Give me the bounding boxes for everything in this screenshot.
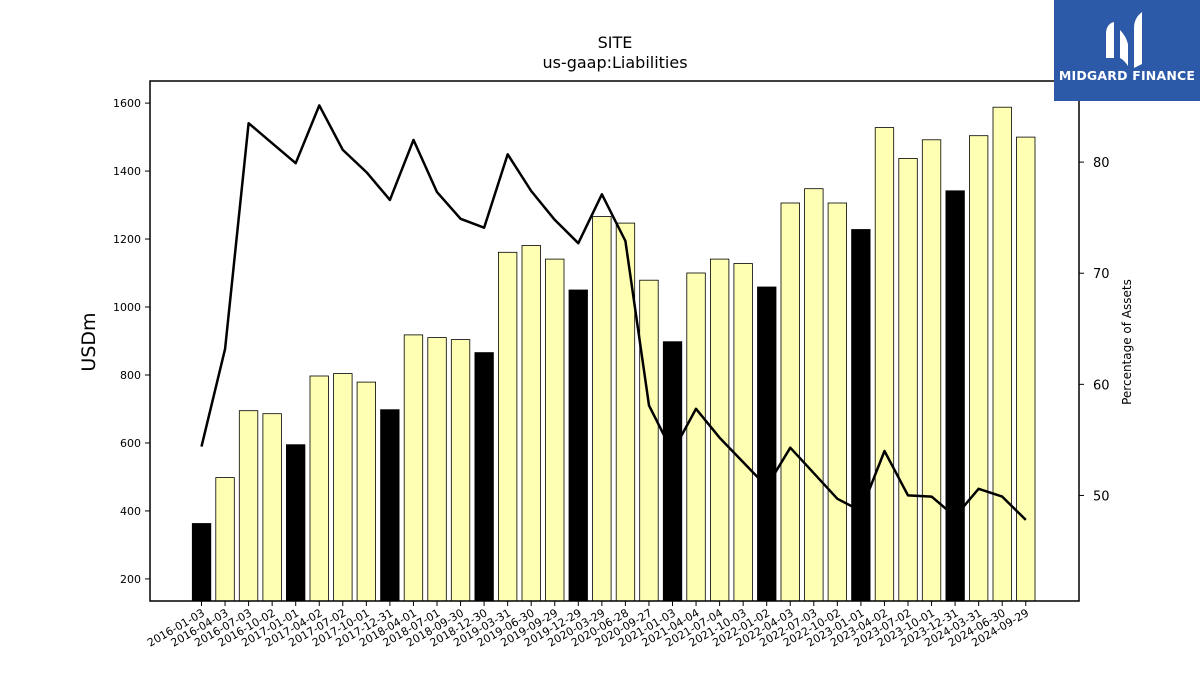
bar (380, 409, 400, 602)
chart-title: SITE (598, 33, 633, 52)
bar (568, 289, 588, 602)
bar (215, 477, 235, 602)
percentage-line (200, 104, 1027, 521)
bar (262, 413, 282, 602)
bar (1016, 136, 1036, 602)
y2-tick-label: 70 (1093, 267, 1110, 282)
bar (403, 334, 424, 602)
y2-tick-label: 50 (1093, 489, 1110, 504)
bar (285, 444, 306, 602)
bar (804, 188, 824, 602)
y2-tick-label: 80 (1093, 156, 1110, 171)
bar (356, 381, 377, 602)
y-tick-label: 1600 (113, 97, 141, 110)
y2-tick-label: 60 (1093, 378, 1110, 393)
line-series (200, 104, 1027, 521)
bar (662, 341, 683, 602)
y-tick-label: 400 (120, 505, 141, 518)
bar (474, 352, 494, 602)
bar (191, 523, 212, 602)
logo-mark-icon (1106, 12, 1142, 68)
y-tick-label: 1000 (113, 301, 141, 314)
y-axis-label: USDm (78, 312, 100, 371)
y-tick-label: 600 (120, 437, 141, 450)
left-axis-ticks: 200 400 600 800 1000 1200 1400 1600 (113, 97, 150, 586)
bar (497, 251, 518, 602)
bar (450, 339, 471, 602)
bar (333, 373, 353, 602)
bar (851, 229, 871, 602)
brand-logo: MIDGARD FINANCE (1054, 0, 1200, 101)
chart-subtitle: us-gaap:Liabilities (542, 53, 687, 72)
y2-axis-label: Percentage of Assets (1120, 279, 1134, 405)
y-tick-label: 800 (120, 369, 141, 382)
bar (639, 279, 659, 602)
bar (945, 190, 965, 602)
right-axis-ticks: 50 60 70 80 (1079, 156, 1110, 504)
plot-frame (149, 80, 1080, 602)
bar (969, 135, 989, 602)
bar (733, 263, 753, 602)
x-axis-ticks: 2016-01-032016-04-032016-07-032016-10-02… (145, 601, 1031, 650)
bar (757, 286, 777, 602)
y-tick-label: 200 (120, 573, 141, 586)
bar (780, 202, 800, 602)
bar (921, 139, 942, 602)
bar (238, 410, 259, 602)
bar (874, 127, 895, 602)
bar (545, 258, 565, 602)
y-tick-label: 1200 (113, 233, 141, 246)
y-tick-label: 1400 (113, 165, 141, 178)
logo-text: MIDGARD FINANCE (1058, 68, 1196, 83)
bar (898, 158, 918, 602)
bar-series (191, 106, 1036, 602)
bar (827, 202, 847, 602)
bar (686, 272, 706, 602)
bar (521, 245, 541, 602)
bar (592, 216, 612, 602)
bar (992, 106, 1012, 602)
bar (309, 375, 329, 602)
bar (427, 337, 447, 602)
